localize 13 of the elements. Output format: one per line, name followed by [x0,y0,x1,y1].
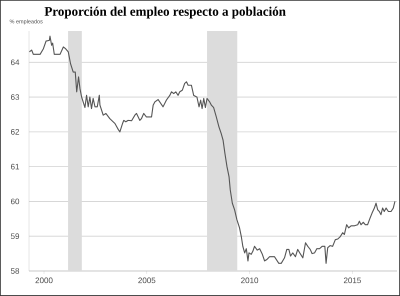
y-tick-label: 60 [10,198,20,204]
x-tick-label: 2010 [241,278,258,284]
y-tick-label: 59 [10,233,20,240]
y-tick-label: 58 [10,268,20,274]
y-tick-label: 61 [10,164,20,170]
x-tick-label: 2000 [36,278,53,284]
y-tick-label: 63 [10,94,20,100]
y-tick-label: 64 [10,59,20,66]
x-tick-label: 2005 [138,278,156,284]
line-series [29,36,396,264]
chart-title: Proporción del empleo respecto a población [44,6,286,18]
y-tick-label: 62 [10,129,20,135]
x-tick-label: 2015 [344,278,361,284]
